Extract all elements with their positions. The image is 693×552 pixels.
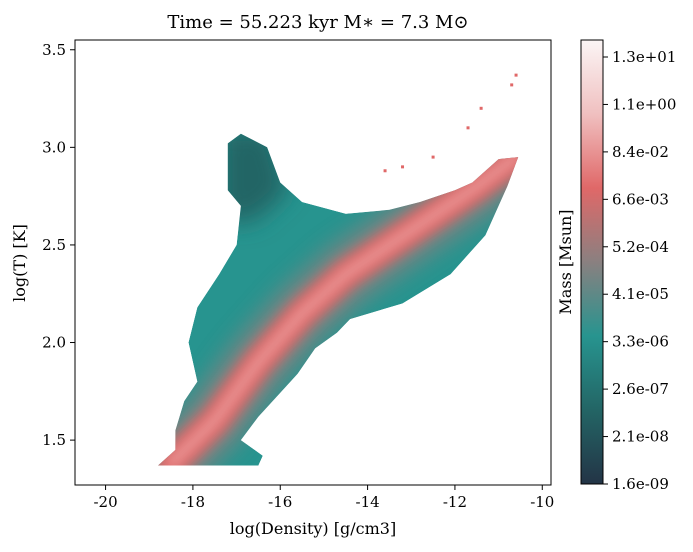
colorbar: 1.6e-09 2.1e-08 2.6e-07 3.3e-06 4.1e-05 5.2e-…: [556, 39, 676, 493]
x-tick-label: -20: [93, 493, 117, 511]
y-axis-label: log(T) [K]: [10, 224, 29, 302]
colorbar-tick-label: 1.1e+00: [612, 95, 676, 113]
y-tick-label: 3.5: [42, 41, 66, 59]
y-tick-label: 3.0: [42, 138, 66, 156]
x-tick-label: -18: [181, 493, 205, 511]
x-tick-label: -16: [268, 493, 292, 511]
plot-area: [158, 73, 519, 466]
heatmap-cell: [514, 73, 518, 77]
x-tick-label: -12: [443, 493, 467, 511]
colorbar-tick-label: 1.3e+01: [612, 48, 676, 66]
colorbar-tick-label: 8.4e-02: [612, 143, 669, 161]
colorbar-tick-label: 2.6e-07: [612, 380, 669, 398]
colorbar-ticks: 1.6e-09 2.1e-08 2.6e-07 3.3e-06 4.1e-05 5.2e-…: [603, 48, 676, 493]
colorbar-tick-label: 2.1e-08: [612, 428, 669, 446]
heatmap-cell: [510, 83, 514, 87]
axes-frame: [74, 39, 552, 486]
y-tick-label: 2.0: [42, 334, 66, 352]
y-tick-label: 1.5: [42, 431, 66, 449]
x-tick-label: -10: [530, 493, 554, 511]
colorbar-tick-label: 1.6e-09: [612, 475, 669, 493]
x-axis-label: log(Density) [g/cm3]: [230, 519, 396, 538]
x-tick-label: -14: [356, 493, 380, 511]
x-axis-ticks: -20 -18 -16 -14 -12 -10: [93, 485, 554, 511]
colorbar-label: Mass [Msun]: [556, 209, 575, 314]
heatmap-cell: [466, 126, 470, 130]
colorbar-tick-label: 6.6e-03: [612, 190, 669, 208]
colorbar-bar: [580, 39, 604, 485]
colorbar-tick-label: 3.3e-06: [612, 333, 669, 351]
heatmap-cell: [383, 169, 387, 173]
chart-title: Time = 55.223 kyr M∗ = 7.3 M⊙: [167, 12, 468, 33]
heatmap-cell: [431, 155, 435, 159]
heatmap-cell: [401, 165, 405, 169]
heatmap-scatter-cells: [383, 73, 518, 173]
y-tick-label: 2.5: [42, 236, 66, 254]
heatmap-cell: [479, 106, 483, 110]
colorbar-tick-label: 5.2e-04: [612, 238, 669, 256]
y-axis-ticks: 1.5 2.0 2.5 3.0 3.5: [42, 41, 75, 449]
heatmap-region: [158, 133, 519, 466]
heatmap-ridge-core: [167, 153, 519, 466]
colorbar-tick-label: 4.1e-05: [612, 285, 669, 303]
